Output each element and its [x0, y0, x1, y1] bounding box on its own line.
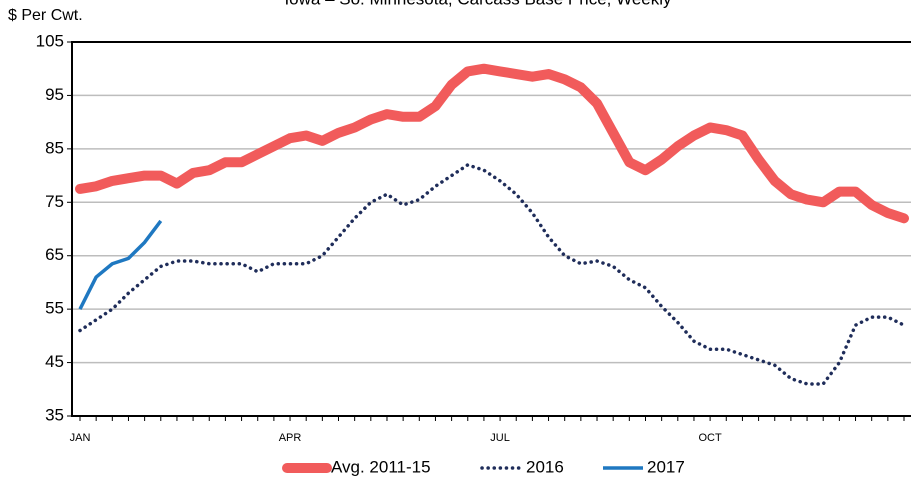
y-tick-label: 95	[45, 85, 64, 104]
y-axis-label: $ Per Cwt.	[8, 7, 83, 24]
series-line	[78, 162, 906, 386]
x-tick-label: JAN	[70, 432, 91, 444]
series-line	[78, 219, 163, 310]
y-tick-label: 75	[45, 192, 64, 211]
legend-label: 2016	[526, 457, 564, 476]
y-tick-label: 85	[45, 138, 64, 157]
y-tick-label: 45	[45, 352, 64, 371]
series-line	[75, 63, 909, 224]
chart-title: Iowa – So. Minnesota, Carcass Base Price…	[284, 0, 672, 8]
y-tick-label: 55	[45, 299, 64, 318]
y-tick-label: 65	[45, 245, 64, 264]
legend-label: 2017	[647, 457, 685, 476]
y-tick-label: 35	[45, 405, 64, 424]
legend-label: Avg. 2011-15	[331, 457, 431, 476]
x-tick-label: JUL	[490, 432, 510, 444]
x-tick-label: OCT	[699, 432, 723, 444]
x-tick-label: APR	[279, 432, 302, 444]
y-tick-label: 105	[36, 31, 64, 50]
plot-frame	[71, 41, 911, 417]
